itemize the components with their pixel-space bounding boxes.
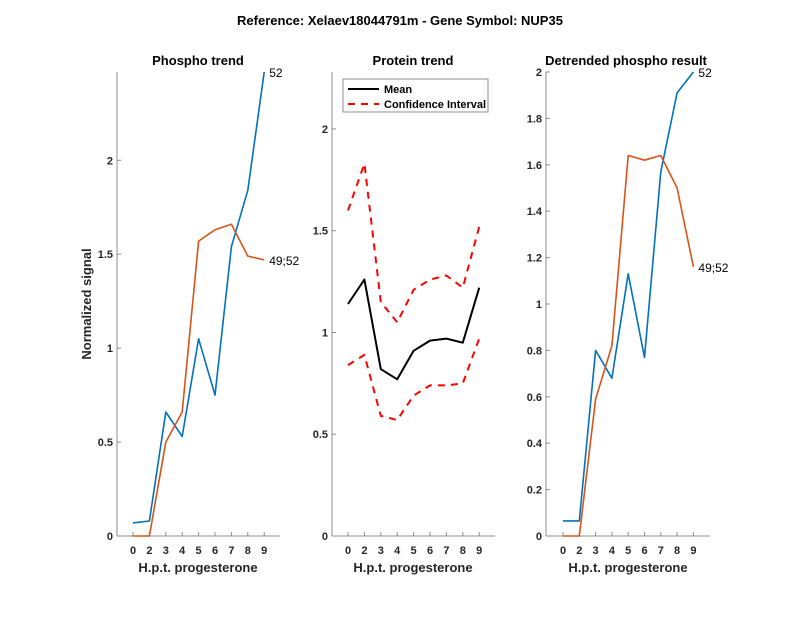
phospho-trend-panel: Phospho trend Normalized signal H.p.t. p… [79,53,300,575]
y-axis-label: Normalized signal [79,248,94,359]
x-axis-label: H.p.t. progesterone [138,560,257,575]
x-tick-label: 9 [476,545,482,557]
panel-title: Protein trend [373,53,454,68]
y-tick-label: 1.8 [527,113,542,125]
legend-ci-label: Confidence Interval [384,99,486,111]
y-tick-label: 1 [322,327,328,339]
x-tick-label: 8 [460,545,466,557]
y-tick-label: 1 [107,343,113,355]
series-end-label: 49;52 [269,254,299,268]
x-tick-label: 4 [609,545,616,557]
x-tick-label: 0 [130,545,136,557]
x-tick-label: 2 [146,545,152,557]
x-tick-label: 8 [674,545,680,557]
x-tick-label: 6 [212,545,218,557]
x-axis-label: H.p.t. progesterone [353,560,472,575]
y-tick-label: 2 [322,124,328,136]
x-axis-label: H.p.t. progesterone [568,560,687,575]
series-end-label: 49;52 [698,261,728,275]
detrended-phospho-panel: Detrended phospho result H.p.t. progeste… [527,53,729,575]
y-tick-label: 0 [322,531,328,543]
panel-title: Phospho trend [152,53,244,68]
y-tick-label: 1.4 [527,206,543,218]
legend: Mean Confidence Interval [342,78,489,113]
y-tick-label: 2 [536,67,542,79]
protein-trend-panel: Protein trend H.p.t. progesterone 0 0.5 1 1… [313,53,495,575]
x-tick-label: 3 [163,545,169,557]
series-line-52 [563,71,695,522]
y-tick-label: 0.5 [313,429,328,441]
y-tick-label: 1.5 [98,249,113,261]
series-line-49-52 [133,223,265,537]
x-tick-label: 9 [690,545,696,557]
x-tick-label: 9 [261,545,267,557]
y-tick-label: 2 [107,155,113,167]
y-tick-label: 0.2 [527,485,542,497]
figure-suptitle: Reference: Xelaev18044791m - Gene Symbol… [237,13,563,28]
x-tick-label: 7 [228,545,234,557]
y-tick-label: 0 [536,531,542,543]
x-tick-label: 7 [658,545,664,557]
x-tick-label: 5 [625,545,631,557]
x-tick-label: 4 [394,545,401,557]
legend-mean-label: Mean [384,84,412,96]
x-tick-label: 2 [576,545,582,557]
legend-box [342,78,489,113]
y-tick-label: 0.6 [527,392,542,404]
series-line-52 [132,71,265,524]
x-tick-label: 4 [179,545,186,557]
x-tick-label: 8 [245,545,251,557]
x-tick-label: 5 [411,545,417,557]
series-line-confidence-interval-lower [347,338,481,421]
x-tick-label: 0 [345,545,351,557]
series-end-label: 52 [269,66,283,80]
x-tick-label: 6 [427,545,433,557]
y-tick-label: 1.5 [313,226,328,238]
x-tick-label: 3 [593,545,599,557]
y-tick-label: 1.6 [527,160,542,172]
x-tick-label: 7 [443,545,449,557]
y-tick-label: 0.8 [527,345,542,357]
x-tick-label: 6 [641,545,647,557]
x-tick-label: 0 [560,545,566,557]
series-end-label: 52 [698,66,712,80]
x-tick-label: 3 [378,545,384,557]
x-tick-label: 2 [361,545,367,557]
panel-title: Detrended phospho result [545,53,707,68]
y-tick-label: 0.4 [527,438,543,450]
y-tick-label: 1.2 [527,253,542,265]
y-tick-label: 0.5 [98,437,113,449]
y-tick-label: 0 [107,531,113,543]
x-tick-label: 5 [196,545,202,557]
y-tick-label: 1 [536,299,542,311]
